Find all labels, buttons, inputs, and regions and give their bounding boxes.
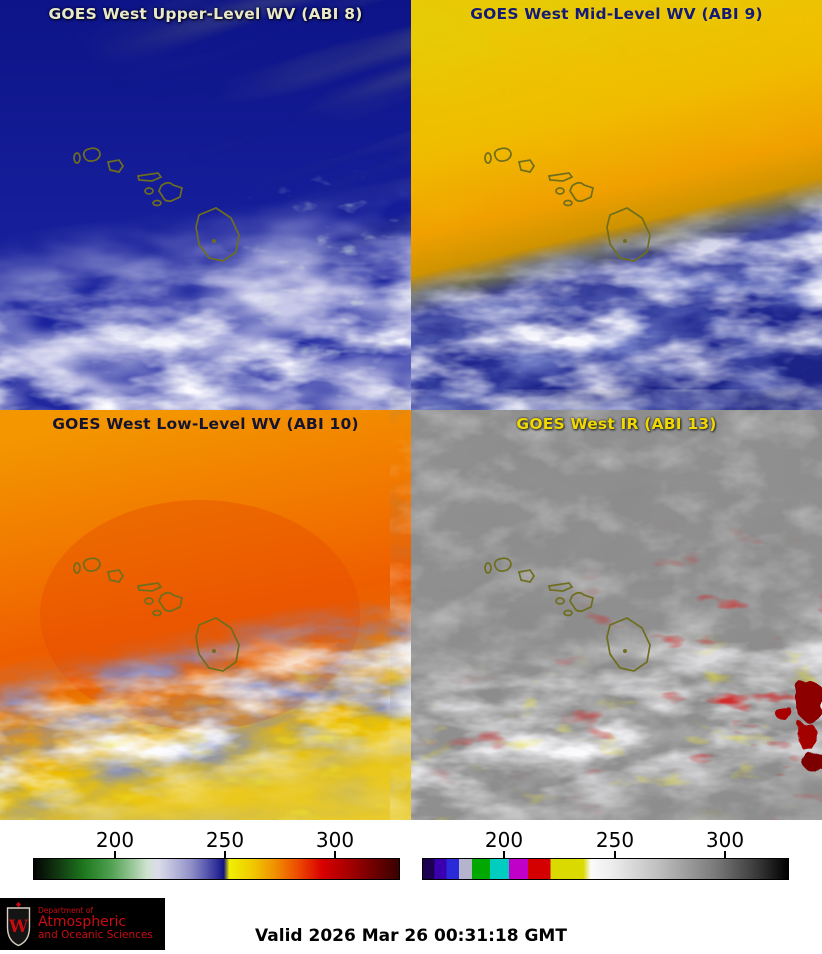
ir-temperature-colorbar [422, 858, 789, 880]
logo-dept-line1: Department of [38, 905, 93, 915]
logo-text: Department of Atmospheric and Oceanic Sc… [38, 905, 153, 942]
abi13-image [411, 410, 822, 820]
wv-temperature-colorbar [33, 858, 400, 880]
colorbar-row: 200 250 300 200 250 300 [0, 820, 822, 895]
crest-letter: W [8, 917, 29, 937]
satellite-quad: GOES West Upper-Level WV (ABI 8) GOES We… [0, 0, 822, 820]
tick-mark [114, 851, 116, 858]
abi10-image [0, 410, 411, 820]
valid-timestamp: Valid 2026 Mar 26 00:31:18 GMT [255, 926, 567, 946]
logo-dept-line3: and Oceanic Sciences [38, 928, 153, 941]
ir-colorbar-tick-label: 200 [484, 828, 524, 852]
wv-colorbar-tick-label: 200 [95, 828, 135, 852]
wv-colorbar-tick-label: 250 [205, 828, 245, 852]
tick-mark [334, 851, 336, 858]
tick-mark [724, 851, 726, 858]
cold-cloud-top-blobs [777, 682, 822, 773]
satellite-imagery [0, 0, 822, 820]
tick-mark [614, 851, 616, 858]
ir-colorbar-tick-label: 250 [595, 828, 635, 852]
wv-colorbar-tick-label: 300 [315, 828, 355, 852]
logo-dept-line2: Atmospheric [38, 913, 127, 930]
uw-crest-icon: W [6, 901, 31, 946]
abi8-image [0, 0, 557, 429]
uw-aos-logo[interactable]: W Department of Atmospheric and Oceanic … [0, 898, 165, 950]
footer: W Department of Atmospheric and Oceanic … [0, 895, 822, 954]
tick-mark [224, 851, 226, 858]
tick-mark [503, 851, 505, 858]
ir-colorbar-tick-label: 300 [705, 828, 745, 852]
abi9-image [411, 0, 822, 410]
